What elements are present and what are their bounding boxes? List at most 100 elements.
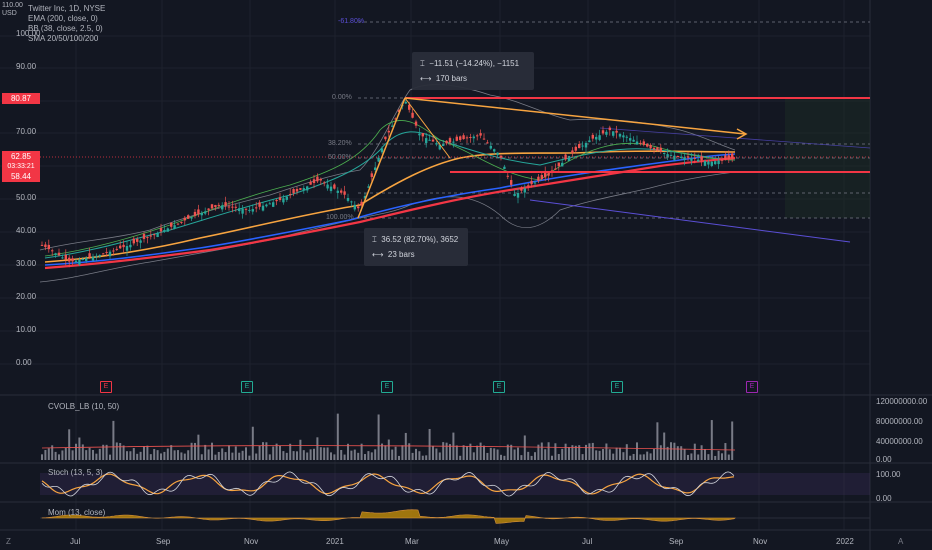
candle-body <box>714 161 717 165</box>
measure-change: −11.51 (−14.24%), −1151 <box>429 59 520 68</box>
volume-bar <box>656 422 659 460</box>
volume-bar <box>697 454 700 460</box>
candle-body <box>108 251 112 257</box>
volume-bar <box>500 454 502 460</box>
volume-bar <box>411 452 414 460</box>
earnings-event-marker[interactable]: E <box>493 381 505 393</box>
candle-body <box>333 184 336 189</box>
earnings-event-marker[interactable]: E <box>100 381 112 393</box>
volume-bar <box>333 454 336 460</box>
candle-body <box>482 138 486 140</box>
candle-body <box>57 252 61 256</box>
volume-bar <box>632 453 635 460</box>
volume-bar <box>119 442 122 460</box>
indicator-sma[interactable]: SMA 20/50/100/200 <box>28 34 99 43</box>
candle-body <box>397 110 401 112</box>
stoch-pane-title[interactable]: Stoch (13, 5, 3) <box>48 468 103 477</box>
candle-body <box>595 136 598 140</box>
candle-body <box>156 233 159 238</box>
volume-bar <box>292 451 295 460</box>
volume-bar <box>47 448 50 460</box>
earnings-event-marker[interactable]: E <box>241 381 253 393</box>
candle-body <box>465 137 469 139</box>
volume-bar <box>622 452 625 460</box>
earnings-event-marker[interactable]: E <box>746 381 758 393</box>
volume-bar <box>547 442 550 460</box>
earnings-event-marker[interactable]: E <box>611 381 623 393</box>
volume-bar <box>700 445 703 460</box>
price-tag-high: 80.87 <box>2 93 40 104</box>
fib-label-382: 38.20% <box>328 140 352 147</box>
candle-body <box>102 253 105 255</box>
volume-bar <box>234 446 237 460</box>
candle-body <box>357 206 360 209</box>
chart-legend: Twitter Inc, 1D, NYSE EMA (200, close, 0… <box>28 4 105 44</box>
candle-body <box>428 139 431 141</box>
measure-change: 36.52 (82.70%), 3652 <box>381 235 459 244</box>
volume-bar <box>306 452 309 460</box>
volume-bar <box>387 439 390 460</box>
symbol-title[interactable]: Twitter Inc, 1D, NYSE <box>28 4 106 13</box>
candle-body <box>418 133 421 136</box>
candle-body <box>724 155 727 160</box>
volume-bar <box>591 442 594 460</box>
candle-body <box>680 156 683 159</box>
candle-body <box>187 215 190 219</box>
volume-bar <box>115 442 118 460</box>
candle-body <box>452 141 455 143</box>
candle-body <box>520 188 523 191</box>
volume-bar <box>472 452 475 460</box>
candle-body <box>720 159 724 161</box>
indicator-ema[interactable]: EMA (200, close, 0) <box>28 14 98 23</box>
volume-bar <box>476 445 479 460</box>
volume-bar <box>513 449 516 460</box>
volume-bar <box>384 445 387 460</box>
volume-bar <box>166 448 169 460</box>
price-countdown: 03:33:21 <box>2 161 40 172</box>
candle-body <box>78 259 81 265</box>
volume-bar <box>687 454 689 460</box>
volume-bar <box>493 448 496 460</box>
volume-pane-title[interactable]: CVOLB_LB (10, 50) <box>48 402 120 411</box>
price-tick-label: 100.00 <box>16 29 41 38</box>
candle-body <box>591 134 594 139</box>
candle-body <box>387 130 390 133</box>
candle-body <box>649 144 652 149</box>
volume-bar <box>129 451 132 460</box>
candle-body <box>272 202 275 207</box>
candle-body <box>503 166 506 169</box>
candle-body <box>663 152 666 154</box>
volume-bar <box>727 454 730 460</box>
volume-bar <box>347 443 349 460</box>
indicator-bb[interactable]: BB (38, close, 2.5, 0) <box>28 24 103 33</box>
auto-scale-button[interactable]: A <box>898 537 904 546</box>
candle-body <box>217 204 220 206</box>
earnings-event-marker[interactable]: E <box>381 381 393 393</box>
candle-body <box>153 234 156 236</box>
candle-body <box>363 196 367 199</box>
candle-body <box>125 246 129 251</box>
volume-bar <box>343 454 346 460</box>
candle-body <box>255 207 258 209</box>
volume-bar <box>221 448 224 460</box>
volume-bar <box>255 453 258 460</box>
volume-bar <box>268 454 271 460</box>
candle-body <box>408 104 411 110</box>
volume-bar <box>374 449 377 460</box>
stoch-tick-label: 0.00 <box>876 494 892 503</box>
timezone-button[interactable]: Z <box>6 537 11 546</box>
candle-body <box>241 208 244 214</box>
candle-body <box>540 175 543 180</box>
candle-body <box>261 205 265 211</box>
candle-body <box>425 138 428 144</box>
volume-bar <box>483 445 485 460</box>
candle-body <box>448 138 452 143</box>
volume-bar <box>585 444 587 460</box>
candle-body <box>340 190 343 193</box>
candle-body <box>527 185 530 187</box>
candle-body <box>210 204 214 209</box>
volume-bar <box>398 455 400 460</box>
mom-pane-title[interactable]: Mom (13, close) <box>48 508 106 517</box>
volume-bar <box>642 454 645 460</box>
